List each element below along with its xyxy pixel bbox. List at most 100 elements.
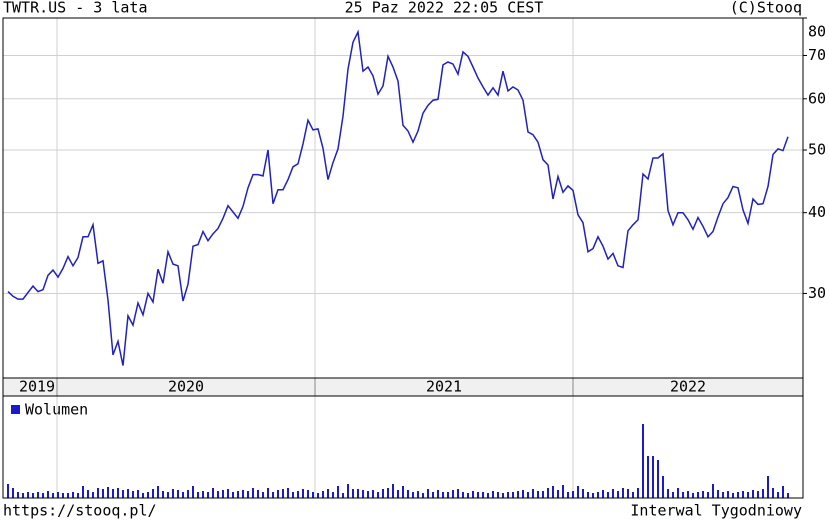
volume-bar <box>7 484 9 498</box>
volume-bar <box>312 492 314 498</box>
volume-bar <box>112 489 114 498</box>
volume-bar <box>177 490 179 498</box>
volume-bar <box>547 488 549 498</box>
volume-bar <box>577 486 579 498</box>
volume-bar <box>117 488 119 498</box>
volume-bar <box>487 493 489 498</box>
volume-bar <box>162 491 164 498</box>
volume-bar <box>227 489 229 498</box>
volume-bar <box>107 487 109 498</box>
volume-bar <box>582 489 584 498</box>
volume-bar <box>667 489 669 498</box>
volume-bar <box>427 489 429 498</box>
volume-bar <box>782 486 784 498</box>
footer-interval: Interwal Tygodniowy <box>630 502 802 520</box>
volume-bar <box>267 488 269 498</box>
volume-bar <box>537 491 539 498</box>
volume-bar <box>167 492 169 498</box>
volume-frame <box>2 395 804 499</box>
volume-bar <box>17 492 19 498</box>
volume-bar <box>587 492 589 498</box>
volume-bar <box>477 492 479 498</box>
volume-bar <box>612 489 614 498</box>
volume-bar <box>552 486 554 498</box>
volume-bar <box>402 486 404 498</box>
volume-bar <box>462 492 464 498</box>
volume-bar <box>372 490 374 498</box>
volume-bar <box>397 490 399 498</box>
volume-bar <box>327 489 329 498</box>
volume-bar <box>37 492 39 498</box>
volume-bar <box>542 491 544 498</box>
price-line <box>7 29 789 366</box>
volume-bar <box>387 488 389 498</box>
volume-bar <box>352 489 354 498</box>
volume-bar <box>97 488 99 498</box>
volume-bar <box>497 492 499 498</box>
volume-bar <box>347 484 349 498</box>
volume-bar <box>682 492 684 498</box>
volume-bar <box>232 492 234 498</box>
volume-bar <box>27 492 29 498</box>
volume-bar <box>172 489 174 498</box>
volume-bar <box>272 492 274 498</box>
chart-title: TWTR.US - 3 lata <box>3 0 148 17</box>
volume-bar <box>337 486 339 498</box>
volume-bar <box>47 491 49 498</box>
volume-bar <box>437 490 439 498</box>
volume-bar <box>597 492 599 498</box>
volume-bar <box>202 491 204 498</box>
volume-bar <box>72 492 74 498</box>
volume-bar <box>292 492 294 498</box>
volume-bar <box>737 492 739 498</box>
volume-bar <box>57 492 59 498</box>
volume-bar <box>742 491 744 498</box>
volume-bar <box>647 456 649 498</box>
volume-bar <box>617 491 619 498</box>
volume-bar <box>602 490 604 498</box>
volume-bar <box>357 489 359 498</box>
volume-bar <box>77 493 79 498</box>
volume-bar <box>342 493 344 498</box>
chart-date: 25 Paz 2022 22:05 CEST <box>345 0 544 17</box>
volume-bar <box>652 456 654 498</box>
y-tick-label: 40 <box>808 203 826 221</box>
footer-url[interactable]: https://stooq.pl/ <box>3 502 157 520</box>
volume-bar <box>457 489 459 498</box>
volume-bar <box>627 489 629 498</box>
volume-bar <box>182 492 184 498</box>
volume-bar <box>512 492 514 498</box>
volume-bar <box>212 488 214 498</box>
volume-bar <box>197 492 199 498</box>
x-year-label: 2021 <box>426 378 462 396</box>
volume-bar <box>657 460 659 498</box>
volume-bar <box>527 492 529 498</box>
volume-bar <box>317 493 319 498</box>
volume-bar <box>282 489 284 498</box>
volume-bar <box>92 492 94 498</box>
volume-bar <box>752 490 754 498</box>
volume-bar <box>367 491 369 498</box>
volume-bar <box>32 493 34 498</box>
volume-bar <box>362 490 364 498</box>
volume-bar <box>592 493 594 498</box>
volume-bar <box>482 492 484 498</box>
volume-bar <box>307 490 309 498</box>
volume-bar <box>702 491 704 498</box>
volume-bar <box>572 491 574 498</box>
volume-bar <box>287 488 289 498</box>
x-year-label: 2022 <box>670 378 706 396</box>
volume-bar <box>442 492 444 498</box>
volume-bar <box>377 492 379 498</box>
volume-bar <box>732 493 734 498</box>
price-panel <box>3 18 803 378</box>
volume-bar <box>607 492 609 498</box>
volume-bar <box>187 490 189 498</box>
volume-bar <box>492 491 494 498</box>
chart-source: (C)Stooq <box>730 0 802 17</box>
y-tick-label: 70 <box>808 46 826 64</box>
volume-bar <box>217 491 219 498</box>
volume-bar <box>242 490 244 498</box>
volume-bar <box>642 424 644 498</box>
